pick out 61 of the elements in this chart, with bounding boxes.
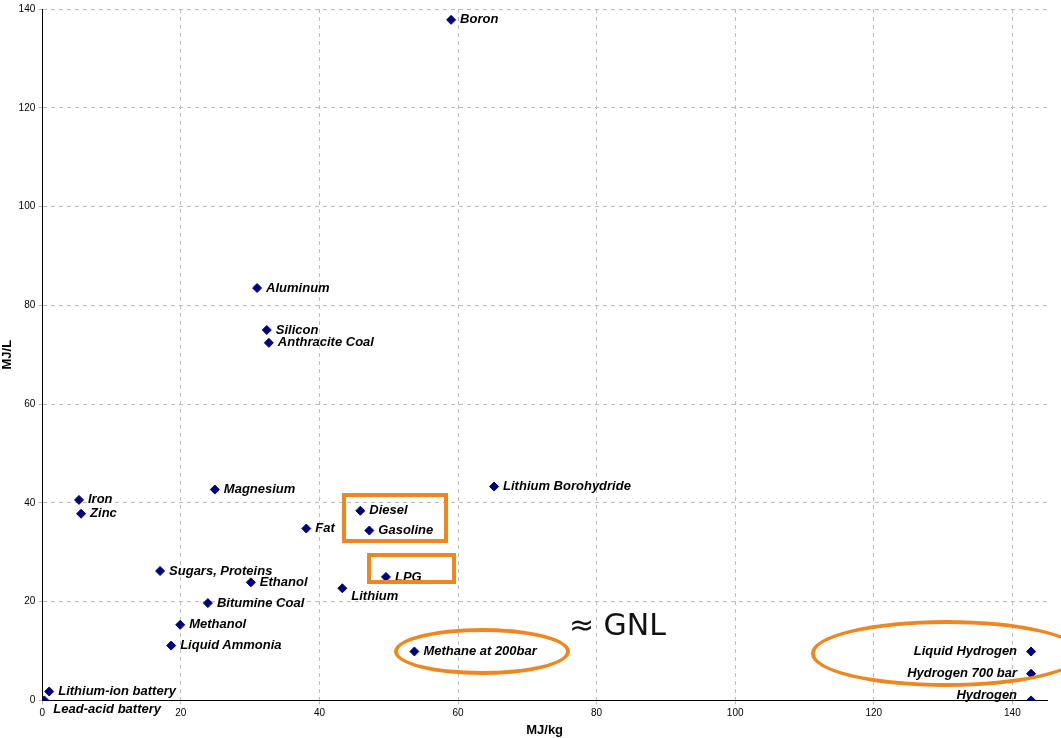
x-tick-label: 60 bbox=[452, 707, 465, 719]
annotation: Bitumine Coal bbox=[216, 594, 305, 610]
point bbox=[446, 14, 457, 25]
x-tick-label: 0 bbox=[39, 707, 46, 719]
annotation: Sugars, Proteins bbox=[169, 562, 273, 578]
point bbox=[175, 619, 186, 630]
point bbox=[261, 325, 272, 336]
point bbox=[202, 598, 213, 609]
y-tick-label: 40 bbox=[24, 496, 36, 508]
point bbox=[252, 283, 263, 294]
x-tick-label: 40 bbox=[313, 707, 326, 719]
annotation: Hydrogen 700 bar bbox=[907, 665, 1018, 681]
point bbox=[337, 583, 348, 594]
annotation: Liquid Ammonia bbox=[180, 637, 282, 653]
point bbox=[166, 640, 177, 651]
annotation: Methane at 200bar bbox=[423, 643, 538, 659]
point bbox=[355, 505, 366, 516]
point bbox=[263, 337, 274, 348]
annotation: Hydrogen bbox=[956, 686, 1018, 702]
point bbox=[155, 566, 166, 577]
point bbox=[76, 508, 87, 519]
x-axis-title: MJ/kg bbox=[526, 721, 564, 737]
y-tick-label: 140 bbox=[18, 2, 36, 14]
y-tick-label: 100 bbox=[18, 200, 36, 212]
annotation: Zinc bbox=[89, 505, 118, 521]
annotation: Lithium-ion battery bbox=[58, 683, 177, 699]
x-tick-label: 100 bbox=[726, 707, 744, 719]
annotation: Lithium bbox=[351, 587, 399, 603]
point bbox=[245, 577, 256, 588]
annotation: Gasoline bbox=[378, 522, 434, 538]
y-tick-label: 120 bbox=[18, 101, 36, 113]
y-tick-label: 20 bbox=[24, 595, 36, 607]
point bbox=[364, 525, 375, 536]
point bbox=[489, 481, 500, 492]
annotation: Anthracite Coal bbox=[276, 334, 375, 350]
annotation: Methanol bbox=[189, 616, 247, 632]
x-tick-label: 140 bbox=[1004, 707, 1022, 719]
annotation: Magnesium bbox=[223, 481, 296, 497]
point bbox=[409, 646, 420, 657]
point bbox=[44, 686, 55, 697]
annotation: Lithium Borohydride bbox=[503, 478, 631, 494]
annotation: Diesel bbox=[369, 502, 409, 518]
annotation: Lead-acid battery bbox=[53, 700, 162, 716]
y-tick-label: 60 bbox=[24, 397, 36, 409]
y-axis-title: MJ/L bbox=[0, 339, 15, 370]
annotation: Iron bbox=[88, 491, 113, 507]
annotation: Silicon bbox=[275, 321, 319, 337]
annotation: Liquid Hydrogen bbox=[913, 643, 1018, 659]
point bbox=[209, 484, 220, 495]
y-tick-label: 80 bbox=[24, 299, 36, 311]
y-tick-label: 0 bbox=[29, 694, 36, 706]
x-tick-label: 120 bbox=[865, 707, 883, 719]
point bbox=[74, 494, 85, 505]
annotation: ≈ GNL bbox=[568, 606, 666, 642]
annotation: Aluminum bbox=[265, 279, 331, 295]
point bbox=[1026, 646, 1037, 657]
annotation: Boron bbox=[460, 11, 499, 27]
point bbox=[301, 523, 312, 534]
x-tick-label: 80 bbox=[591, 707, 603, 719]
x-tick-label: 20 bbox=[175, 707, 187, 719]
annotation: Fat bbox=[315, 520, 336, 536]
